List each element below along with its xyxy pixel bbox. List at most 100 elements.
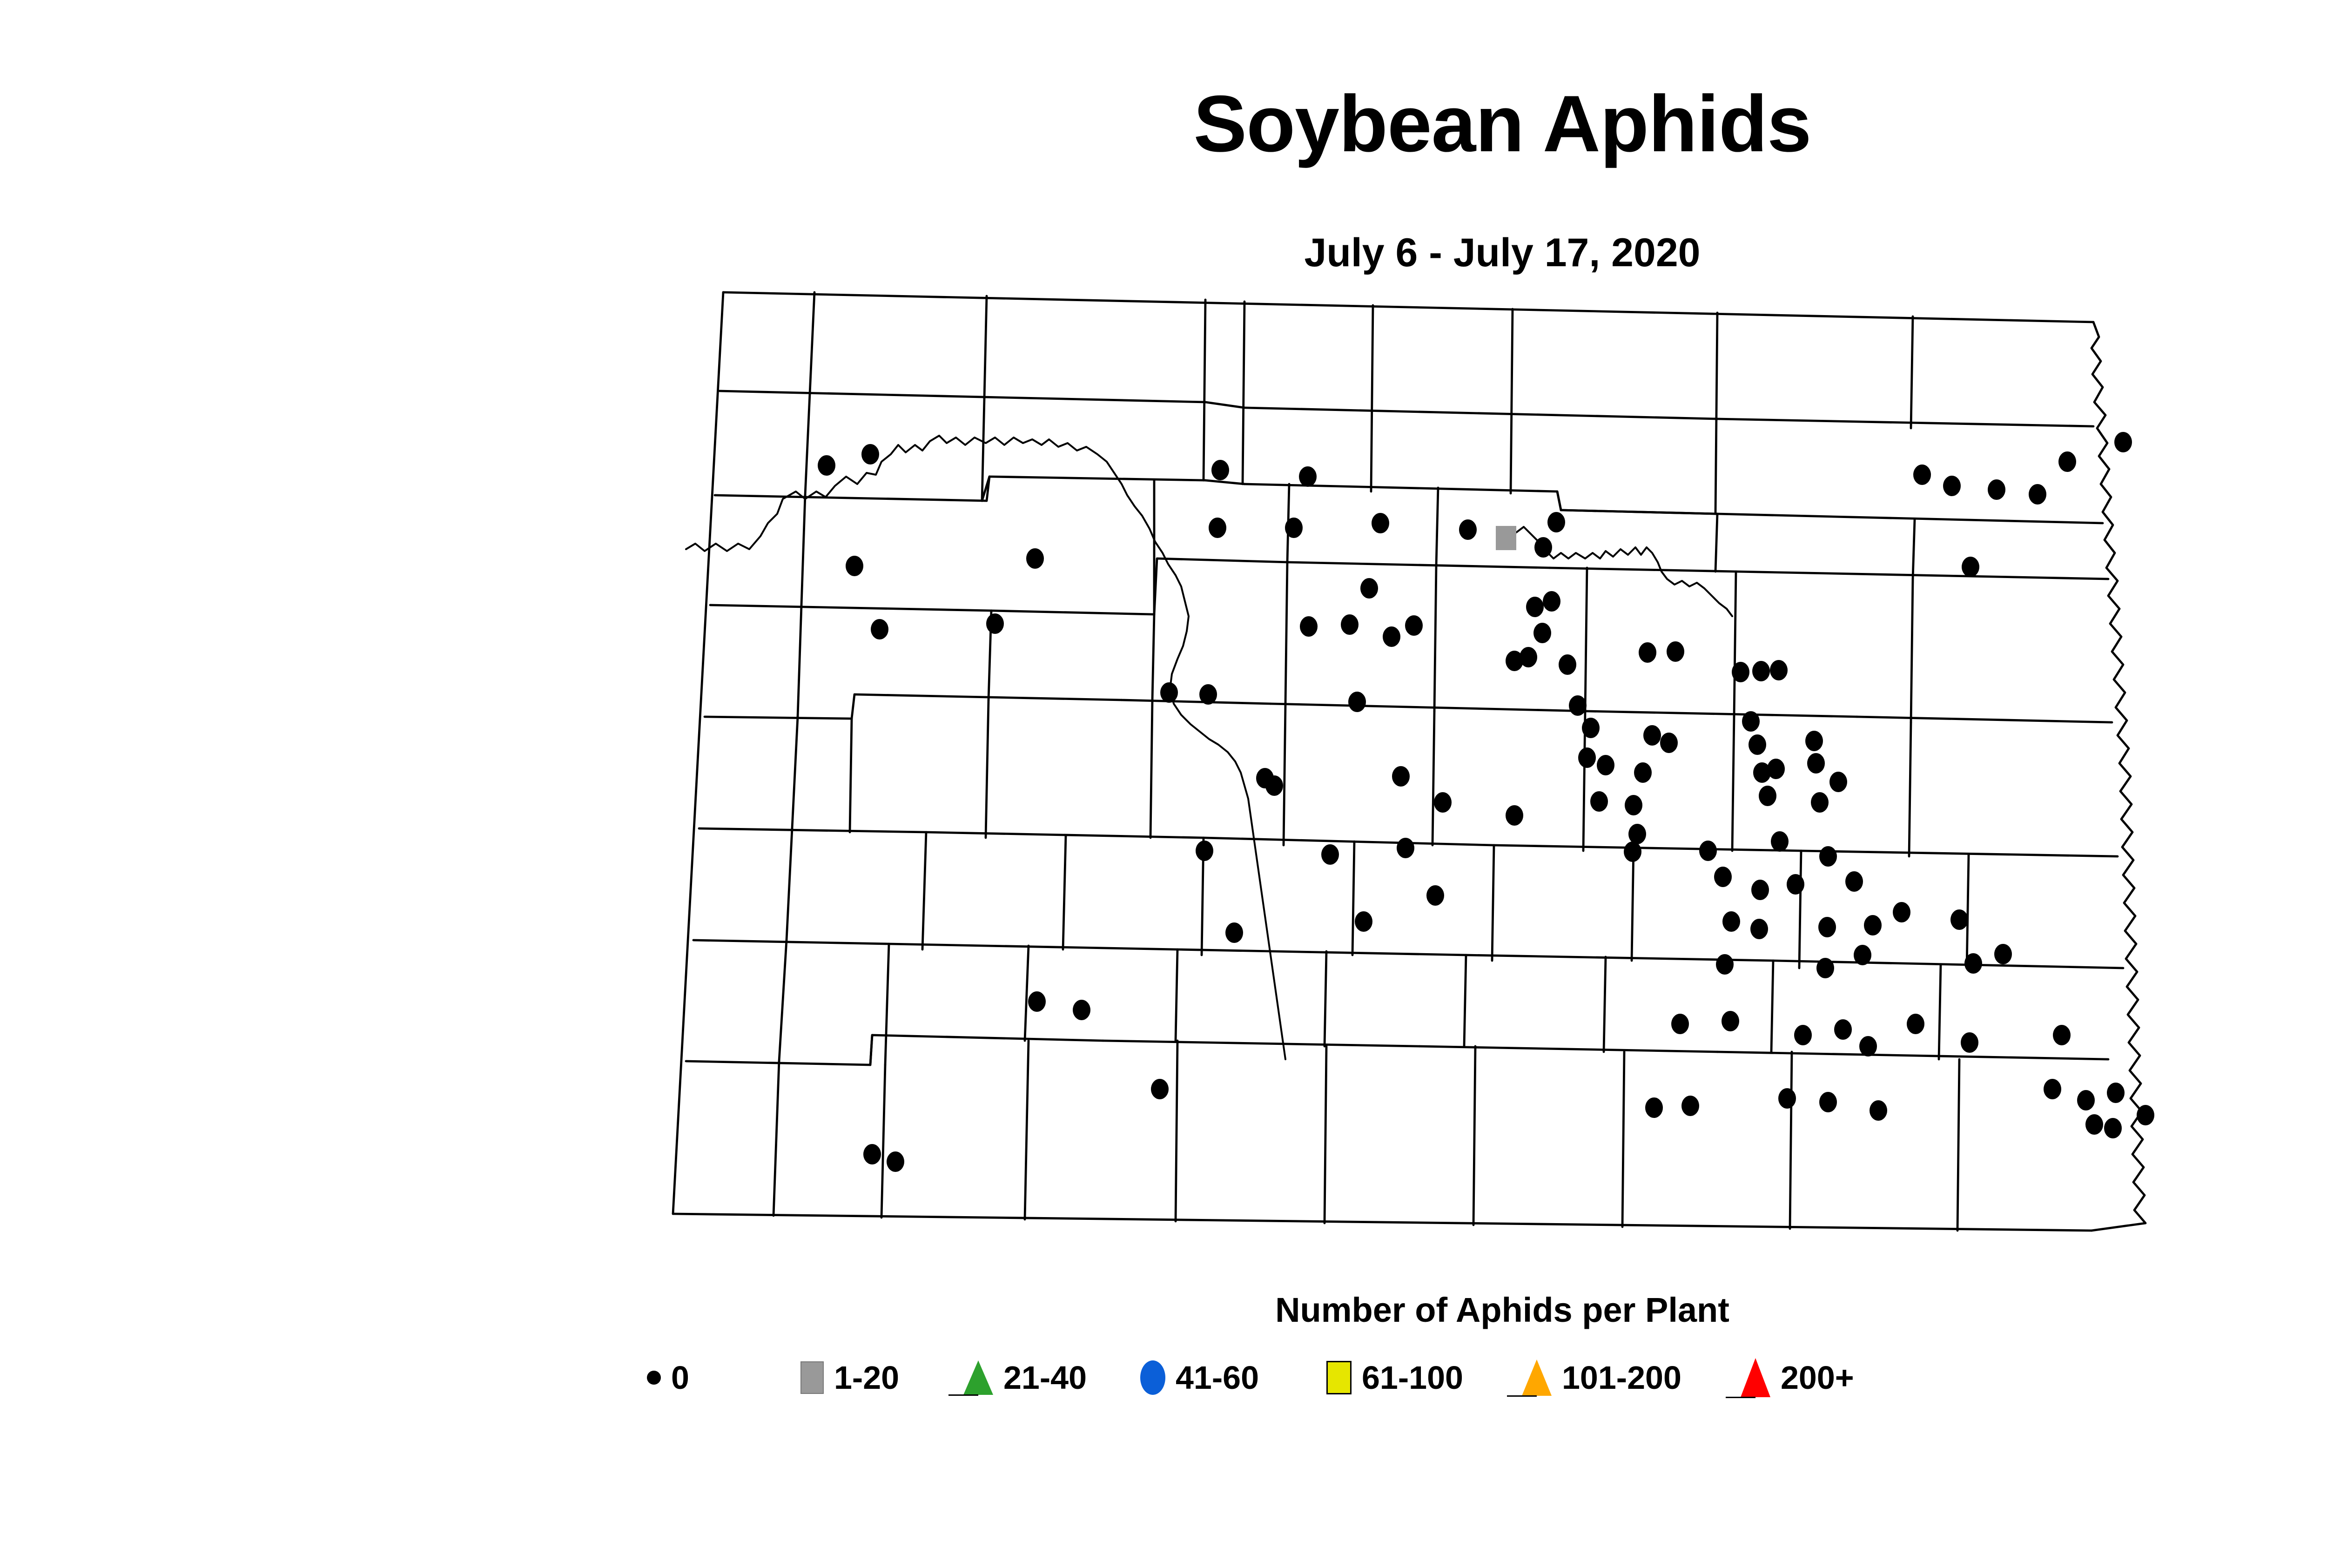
aphid-point[interactable] [1681, 1096, 1699, 1116]
aphid-point[interactable] [1961, 1032, 1978, 1053]
aphid-point[interactable] [1559, 654, 1576, 675]
aphid-point[interactable] [1028, 991, 1046, 1012]
aphid-point[interactable] [1496, 526, 1516, 550]
aphid-point[interactable] [871, 619, 888, 639]
aphid-point[interactable] [1950, 909, 1968, 930]
aphid-point[interactable] [1699, 841, 1717, 861]
aphid-point[interactable] [1547, 512, 1565, 532]
aphid-point[interactable] [1026, 548, 1044, 569]
aphid-point[interactable] [1199, 684, 1217, 705]
aphid-point[interactable] [1459, 519, 1477, 540]
aphid-point[interactable] [1859, 1036, 1877, 1057]
aphid-point[interactable] [1578, 747, 1596, 768]
aphid-point[interactable] [1392, 766, 1410, 787]
aphid-point[interactable] [1372, 513, 1389, 533]
aphid-point[interactable] [1151, 1079, 1169, 1099]
aphid-point[interactable] [1285, 518, 1303, 538]
aphid-point[interactable] [1816, 958, 1834, 978]
aphid-point[interactable] [1265, 775, 1283, 796]
aphid-point[interactable] [1870, 1100, 1887, 1121]
aphid-point[interactable] [887, 1151, 904, 1172]
aphid-point[interactable] [2114, 432, 2132, 452]
aphid-point[interactable] [1907, 1014, 1924, 1034]
aphid-point[interactable] [1533, 623, 1551, 643]
aphid-point[interactable] [1348, 692, 1366, 712]
aphid-point[interactable] [1582, 718, 1600, 738]
aphid-point[interactable] [1722, 1011, 1739, 1031]
aphid-point[interactable] [1590, 791, 1608, 812]
aphid-point[interactable] [1520, 647, 1537, 667]
aphid-point[interactable] [1778, 1088, 1796, 1109]
aphid-point[interactable] [2104, 1118, 2122, 1138]
aphid-point[interactable] [1225, 922, 1243, 943]
aphid-point[interactable] [2107, 1083, 2125, 1103]
aphid-point[interactable] [1355, 911, 1372, 932]
aphid-point[interactable] [1714, 867, 1732, 887]
aphid-point[interactable] [863, 1144, 881, 1164]
aphid-point[interactable] [2053, 1025, 2071, 1045]
aphid-point[interactable] [1771, 831, 1789, 852]
aphid-point[interactable] [1864, 915, 1882, 935]
aphid-point[interactable] [1211, 460, 1229, 480]
aphid-point[interactable] [1196, 841, 1213, 861]
aphid-point[interactable] [1753, 762, 1771, 783]
aphid-point[interactable] [1360, 578, 1378, 599]
legend-item-61-100[interactable]: 61-100 [1326, 1347, 1463, 1408]
aphid-point[interactable] [1834, 1019, 1852, 1040]
aphid-point[interactable] [1807, 753, 1825, 774]
aphid-point[interactable] [1300, 616, 1318, 637]
aphid-point[interactable] [1750, 919, 1768, 939]
aphid-point[interactable] [1534, 537, 1552, 558]
legend-item-0[interactable]: 0 [647, 1347, 689, 1408]
aphid-point[interactable] [1426, 885, 1444, 906]
aphid-point[interactable] [1716, 954, 1734, 975]
aphid-point[interactable] [1667, 641, 1684, 662]
aphid-point[interactable] [1624, 841, 1641, 862]
aphid-point[interactable] [846, 556, 863, 576]
aphid-point[interactable] [1770, 660, 1788, 680]
aphid-point[interactable] [1805, 731, 1823, 751]
aphid-point[interactable] [1643, 725, 1661, 746]
aphid-point[interactable] [2085, 1114, 2103, 1135]
aphid-point[interactable] [1645, 1097, 1663, 1118]
aphid-point[interactable] [1732, 662, 1749, 682]
aphid-point[interactable] [1526, 597, 1544, 617]
aphid-point[interactable] [1943, 476, 1961, 496]
aphid-point[interactable] [861, 444, 879, 464]
aphid-point[interactable] [1506, 805, 1523, 826]
aphid-point[interactable] [1854, 945, 1871, 965]
aphid-point[interactable] [1569, 695, 1587, 716]
aphid-point[interactable] [2058, 451, 2076, 472]
aphid-point[interactable] [1506, 651, 1523, 671]
aphid-point[interactable] [1767, 759, 1785, 779]
legend-item-41-60[interactable]: 41-60 [1140, 1347, 1259, 1408]
aphid-point[interactable] [1299, 466, 1317, 487]
aphid-point[interactable] [1434, 792, 1452, 813]
aphid-point[interactable] [1811, 792, 1829, 813]
aphid-point[interactable] [1759, 786, 1776, 806]
aphid-point[interactable] [1405, 615, 1423, 636]
aphid-point[interactable] [1628, 824, 1646, 844]
aphid-point[interactable] [1752, 661, 1770, 681]
aphid-point[interactable] [1543, 591, 1560, 612]
aphid-point[interactable] [986, 613, 1004, 634]
aphid-point[interactable] [1829, 772, 1847, 792]
aphid-point[interactable] [1819, 846, 1837, 867]
aphid-point[interactable] [1073, 1000, 1090, 1020]
aphid-point[interactable] [1660, 733, 1678, 753]
aphid-point[interactable] [1722, 911, 1740, 932]
aphid-point[interactable] [1962, 557, 1979, 577]
aphid-point[interactable] [1397, 838, 1414, 858]
aphid-point[interactable] [1749, 734, 1766, 755]
aphid-point[interactable] [2029, 484, 2046, 505]
aphid-point[interactable] [1634, 762, 1652, 783]
aphid-point[interactable] [1794, 1025, 1812, 1045]
aphid-point[interactable] [818, 455, 835, 476]
aphid-point[interactable] [1321, 844, 1339, 865]
aphid-point[interactable] [1964, 953, 1982, 974]
aphid-point[interactable] [1893, 902, 1910, 922]
aphid-point[interactable] [1209, 518, 1226, 538]
aphid-point[interactable] [1913, 464, 1931, 485]
legend-item-1-20[interactable]: 1-20 [800, 1347, 899, 1408]
aphid-point[interactable] [1988, 479, 2005, 500]
